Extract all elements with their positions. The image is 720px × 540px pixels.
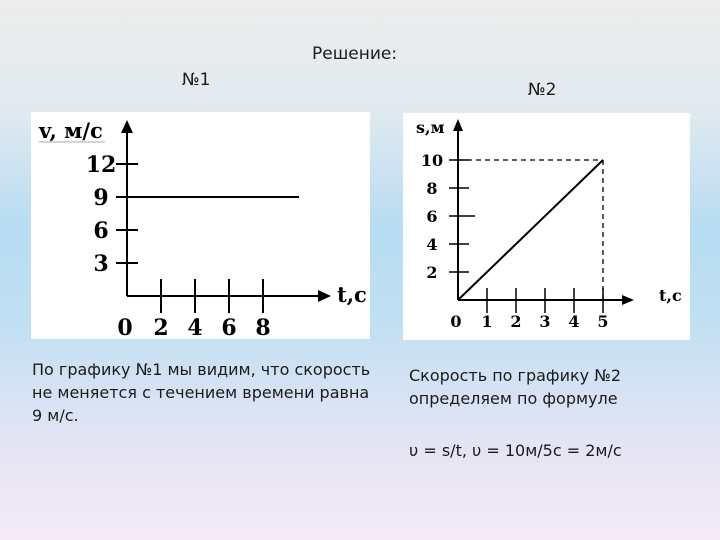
x-tick-label: 1 bbox=[481, 312, 492, 331]
x-tick-label: 8 bbox=[255, 315, 270, 339]
series-line bbox=[457, 159, 604, 301]
y-axis-arrow bbox=[121, 120, 133, 133]
y-tick-label: 2 bbox=[426, 263, 437, 282]
explanation-graph2: Скорость по графику №2 определяем по фор… bbox=[409, 366, 622, 408]
x-tick-label: 2 bbox=[153, 315, 168, 339]
x-axis-label: t,c bbox=[659, 286, 682, 305]
y-axis-label: v, м/с bbox=[38, 118, 103, 143]
y-tick-label: 6 bbox=[426, 207, 437, 226]
velocity-formula: υ = s/t, υ = 10м/5с = 2м/с bbox=[409, 441, 622, 460]
x-tick-label: 5 bbox=[597, 312, 608, 331]
y-tick-label: 6 bbox=[93, 218, 108, 244]
y-tick-label: 4 bbox=[426, 235, 437, 254]
x-axis-arrow bbox=[318, 290, 331, 302]
y-tick-label: 8 bbox=[426, 179, 437, 198]
y-axis-label: s,м bbox=[416, 118, 445, 137]
graph2-label: №2 bbox=[528, 80, 557, 100]
x-axis-label: t,c bbox=[337, 282, 367, 307]
x-axis-arrow bbox=[622, 295, 634, 305]
y-axis-arrow bbox=[453, 119, 463, 131]
graph1-label: №1 bbox=[182, 70, 211, 90]
y-tick-label: 10 bbox=[421, 151, 443, 170]
y-tick-label: 3 bbox=[93, 251, 108, 277]
y-tick-label: 12 bbox=[86, 152, 117, 178]
x-tick-label: 2 bbox=[510, 312, 521, 331]
x-tick-label: 3 bbox=[539, 312, 550, 331]
y-tick-label: 9 bbox=[93, 185, 108, 211]
x-tick-label: 0 bbox=[117, 315, 132, 339]
explanation-graph1: По графику №1 мы видим, что скорость не … bbox=[32, 360, 371, 425]
x-tick-label: 6 bbox=[221, 315, 236, 339]
x-tick-label: 0 bbox=[450, 312, 461, 331]
x-tick-label: 4 bbox=[187, 315, 202, 339]
solution-title: Решение: bbox=[312, 44, 398, 64]
graph1-panel: v, м/с t,c 12 9 6 3 0 2 4 6 8 bbox=[31, 112, 370, 339]
graph2-panel: s,м t,c 10 8 6 4 2 0 1 2 3 4 5 bbox=[403, 113, 690, 340]
x-tick-label: 4 bbox=[568, 312, 579, 331]
